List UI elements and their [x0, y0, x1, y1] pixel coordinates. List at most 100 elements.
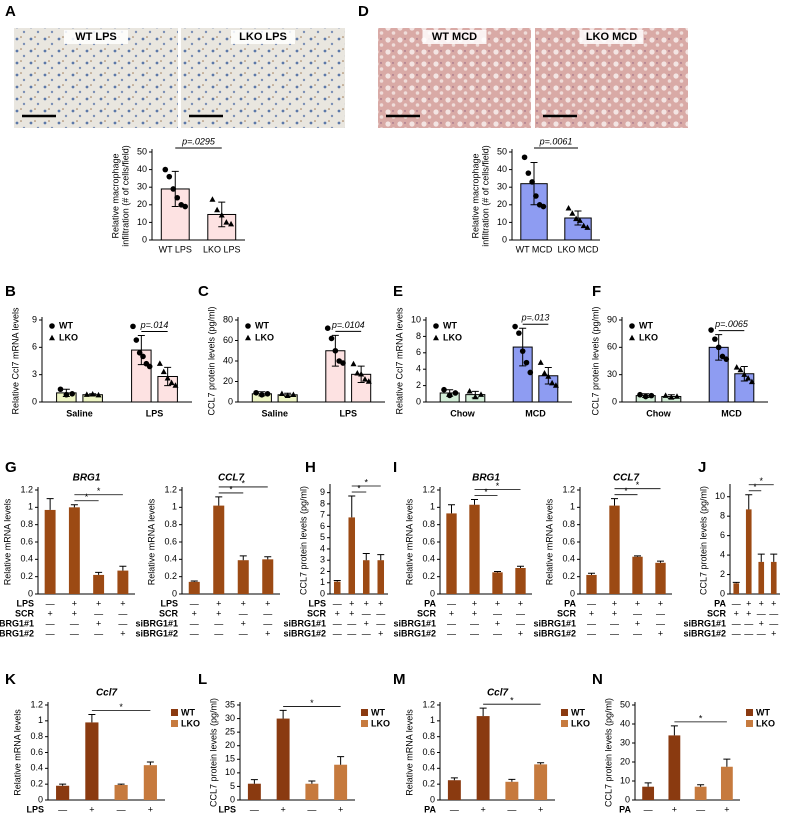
data-point — [174, 194, 181, 201]
condition-sign: — — [757, 608, 766, 618]
bar — [446, 513, 457, 594]
error-bar — [337, 756, 345, 765]
condition-sign: + — [192, 608, 197, 618]
condition-sign: + — [724, 804, 729, 814]
data-point — [545, 373, 552, 379]
condition-sign: + — [746, 598, 751, 608]
y-tick-label: 0 — [720, 588, 725, 598]
error-bar — [137, 334, 145, 366]
legend-marker — [245, 334, 251, 341]
bar — [758, 561, 765, 594]
y-tick-label: 0 — [142, 234, 147, 244]
image-label: LKO LPS — [239, 31, 287, 43]
condition-sign: + — [734, 608, 739, 618]
panel-label: I — [393, 459, 397, 476]
error-bar — [117, 783, 125, 785]
data-point — [533, 193, 539, 199]
data-point — [57, 386, 64, 393]
y-axis-label: Relative mRNA levels — [2, 498, 12, 585]
condition-sign: — — [94, 628, 103, 638]
condition-sign: — — [347, 618, 356, 628]
panel-label: L — [198, 671, 207, 688]
significance-label: * — [229, 484, 233, 494]
error-bar — [697, 784, 705, 787]
condition-sign: — — [587, 618, 596, 628]
y-tick-label: 0 — [320, 588, 325, 598]
data-point — [521, 154, 528, 161]
bar — [188, 581, 200, 594]
x-tick-label: MCD — [525, 408, 546, 418]
condition-sign: + — [472, 608, 477, 618]
condition-sign: + — [658, 598, 663, 608]
data-point — [748, 378, 755, 385]
condition-sign: + — [338, 804, 343, 814]
data-point — [89, 390, 96, 397]
data-point — [290, 391, 297, 398]
condition-sign: — — [333, 618, 342, 628]
bar — [333, 581, 341, 594]
y-tick-label: 15 — [225, 754, 235, 764]
data-point — [580, 222, 587, 229]
data-point — [708, 327, 714, 333]
condition-sign: — — [58, 804, 67, 814]
y-tick-label: 10 — [411, 314, 421, 324]
data-point — [745, 375, 752, 381]
bar — [770, 561, 777, 594]
condition-sign: + — [148, 804, 153, 814]
error-bar — [46, 498, 54, 510]
condition-label: siBRG1#2 — [135, 628, 178, 638]
error-bar — [215, 496, 223, 506]
condition-sign: — — [732, 628, 741, 638]
bar — [720, 766, 733, 800]
panel-label: M — [393, 671, 406, 688]
bar — [362, 560, 370, 594]
panel-label: C — [198, 283, 209, 300]
y-tick-label: 8 — [320, 498, 325, 508]
legend-label: WT — [255, 320, 269, 330]
condition-sign: — — [493, 628, 502, 638]
image-label: WT MCD — [432, 31, 477, 43]
bar — [586, 574, 597, 594]
condition-label: siBRG1#1 — [683, 618, 726, 628]
y-tick-label: 6 — [416, 347, 421, 357]
y-tick-label: 1.2 — [422, 484, 435, 494]
data-point — [519, 348, 526, 354]
condition-sign: — — [94, 608, 103, 618]
error-bar — [239, 555, 247, 561]
condition-sign: — — [46, 618, 55, 628]
condition-sign: + — [495, 618, 500, 628]
data-point — [549, 379, 556, 386]
error-bar — [471, 499, 478, 505]
y-tick-label: 1 — [570, 502, 575, 512]
y-tick-label: 0 — [172, 588, 177, 598]
error-bar — [588, 572, 595, 575]
y-tick-label: 3 — [320, 555, 325, 565]
condition-sign: — — [633, 608, 642, 618]
y-tick-label: 0.4 — [30, 763, 43, 773]
y-tick-label: 0.8 — [20, 519, 33, 529]
condition-label: LPS — [218, 804, 236, 814]
data-point — [637, 391, 643, 398]
panel-label: D — [358, 3, 369, 20]
y-axis-label: CCL7 protein levels (pg/ml) — [698, 486, 708, 595]
x-tick-label: LPS — [339, 408, 357, 418]
annotation: p=.0295 — [181, 136, 216, 146]
y-tick-label: 0.6 — [30, 747, 43, 757]
condition-sign: — — [263, 618, 272, 628]
condition-label: siBRG1#1 — [533, 618, 576, 628]
condition-sign: — — [70, 628, 79, 638]
error-bar — [757, 553, 765, 562]
data-point — [332, 347, 339, 354]
y-tick-label: 9 — [32, 314, 37, 324]
data-point — [472, 393, 479, 400]
data-point — [214, 206, 221, 213]
significance-label: * — [496, 481, 500, 491]
condition-label: siBRG1#2 — [683, 628, 726, 638]
x-tick-label: LPS — [146, 408, 164, 418]
condition-sign: + — [518, 628, 523, 638]
data-point — [565, 205, 572, 211]
bar — [377, 560, 385, 594]
legend-label: WT — [756, 707, 770, 717]
panel-label: K — [5, 671, 16, 688]
y-tick-label: 5 — [230, 781, 235, 791]
